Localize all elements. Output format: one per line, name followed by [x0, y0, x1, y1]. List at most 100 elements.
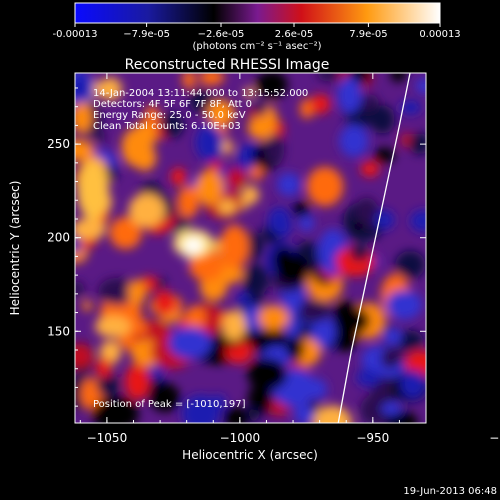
image-blob	[385, 289, 423, 320]
image-blob	[383, 327, 402, 346]
image-blob	[96, 373, 120, 397]
image-blob	[258, 305, 290, 331]
image-blob	[306, 166, 344, 207]
image-blob	[244, 86, 254, 99]
image-blob	[408, 133, 426, 155]
image-blob	[241, 185, 260, 205]
image-blob	[380, 347, 400, 369]
image-blob	[263, 132, 285, 166]
image-blob	[170, 167, 187, 186]
image-blob	[316, 73, 342, 82]
colorbar-ticks: -0.00013 −7.9e-05 −2.6e-05 2.6e-05 7.9e-05 0.…	[53, 23, 461, 40]
image-blob	[149, 383, 180, 413]
image-blob	[189, 88, 212, 114]
colorbar-tick-label: 7.9e-05	[349, 29, 387, 40]
image-blob	[355, 197, 379, 230]
image-blob	[241, 330, 259, 344]
image-blob	[390, 73, 407, 83]
image-blob	[410, 209, 426, 232]
image-blob	[94, 315, 131, 338]
x-tick-label: −1050	[87, 431, 128, 445]
colorbar-tick-label: −2.6e-05	[198, 29, 245, 40]
image-blob	[75, 75, 91, 100]
y-axis-label: Heliocentric Y (arcsec)	[8, 181, 22, 316]
image-blob	[159, 112, 184, 138]
image-blob	[298, 215, 315, 232]
image-blob	[254, 101, 268, 116]
image-blob	[337, 307, 371, 335]
image-blob	[400, 100, 422, 115]
image-blob	[155, 277, 166, 291]
image-blob	[153, 290, 176, 316]
image-blob	[242, 263, 269, 298]
image-blob	[95, 357, 112, 378]
annotation-energy-range: Energy Range: 25.0 - 50.0 keV	[93, 110, 246, 121]
image-blob	[374, 147, 395, 163]
image-blob	[225, 167, 247, 190]
image-blob	[337, 76, 362, 114]
image-blob	[415, 78, 426, 94]
image-blob	[249, 166, 264, 181]
plot-frame	[74, 72, 427, 424]
image-blob	[75, 102, 92, 134]
image-blob	[298, 299, 332, 322]
image-blob	[184, 305, 207, 329]
image-blob	[277, 172, 301, 197]
image-blob	[222, 139, 233, 155]
image-blob	[82, 300, 92, 311]
image-blob	[247, 384, 274, 411]
image-blob	[132, 121, 157, 150]
image-blob	[350, 245, 370, 262]
image-blob	[286, 336, 305, 361]
peak-core	[183, 237, 204, 254]
axes: −1050 −1000 −950 −900 150 200 250	[47, 73, 500, 445]
image-blob	[75, 218, 106, 240]
image-blob	[199, 73, 225, 86]
image-blob	[195, 124, 224, 161]
annotation-time-range: 14-Jan-2004 13:11:44.000 to 13:15:52.000	[93, 88, 308, 99]
image-blob	[343, 124, 365, 148]
image-blob	[404, 350, 426, 376]
colorbar	[74, 2, 441, 24]
colorbar-tick-label: 0.00013	[419, 29, 460, 40]
image-blob	[188, 249, 224, 282]
solar-limb-curve	[337, 73, 411, 423]
image-blob	[400, 370, 426, 399]
image-blob	[75, 139, 95, 161]
x-tick-label: −900	[489, 431, 500, 445]
colorbar-tick-label: 2.6e-05	[275, 29, 313, 40]
image-blob	[309, 378, 327, 400]
x-tick-label: −1000	[220, 431, 261, 445]
image-blob	[195, 170, 224, 206]
annotation-total-counts: Clean Total counts: 6.10E+03	[93, 121, 241, 132]
image-blob	[395, 250, 426, 279]
bright-region	[77, 160, 109, 220]
image-blob	[247, 116, 276, 140]
image-blob	[75, 236, 82, 254]
colorbar-tick-label: −7.9e-05	[123, 29, 170, 40]
image-blob	[356, 368, 381, 387]
image-blob	[98, 277, 137, 305]
image-blob	[204, 304, 220, 327]
peak-position-label: Position of Peak = [-1010,197]	[93, 399, 246, 410]
image-blob	[168, 326, 212, 360]
image-blob	[134, 323, 147, 336]
image-blob	[236, 292, 250, 306]
timestamp: 19-Jun-2013 06:48	[403, 486, 497, 497]
image-blob	[132, 144, 157, 171]
image-blob	[294, 404, 315, 423]
image-blob	[274, 252, 309, 285]
y-tick-label: 200	[47, 231, 70, 245]
x-tick-label: −950	[356, 431, 389, 445]
image-blob	[220, 224, 249, 269]
colorbar-tick-label: -0.00013	[53, 29, 98, 40]
image-blob	[127, 279, 146, 306]
image-blob	[222, 310, 246, 341]
image-blob	[274, 215, 293, 238]
image-blob	[217, 199, 237, 215]
image-area	[75, 73, 426, 423]
image-blob	[381, 401, 402, 416]
image-blob	[177, 185, 200, 218]
colorbar-label: (photons cm⁻² s⁻¹ asec⁻²)	[192, 41, 321, 52]
